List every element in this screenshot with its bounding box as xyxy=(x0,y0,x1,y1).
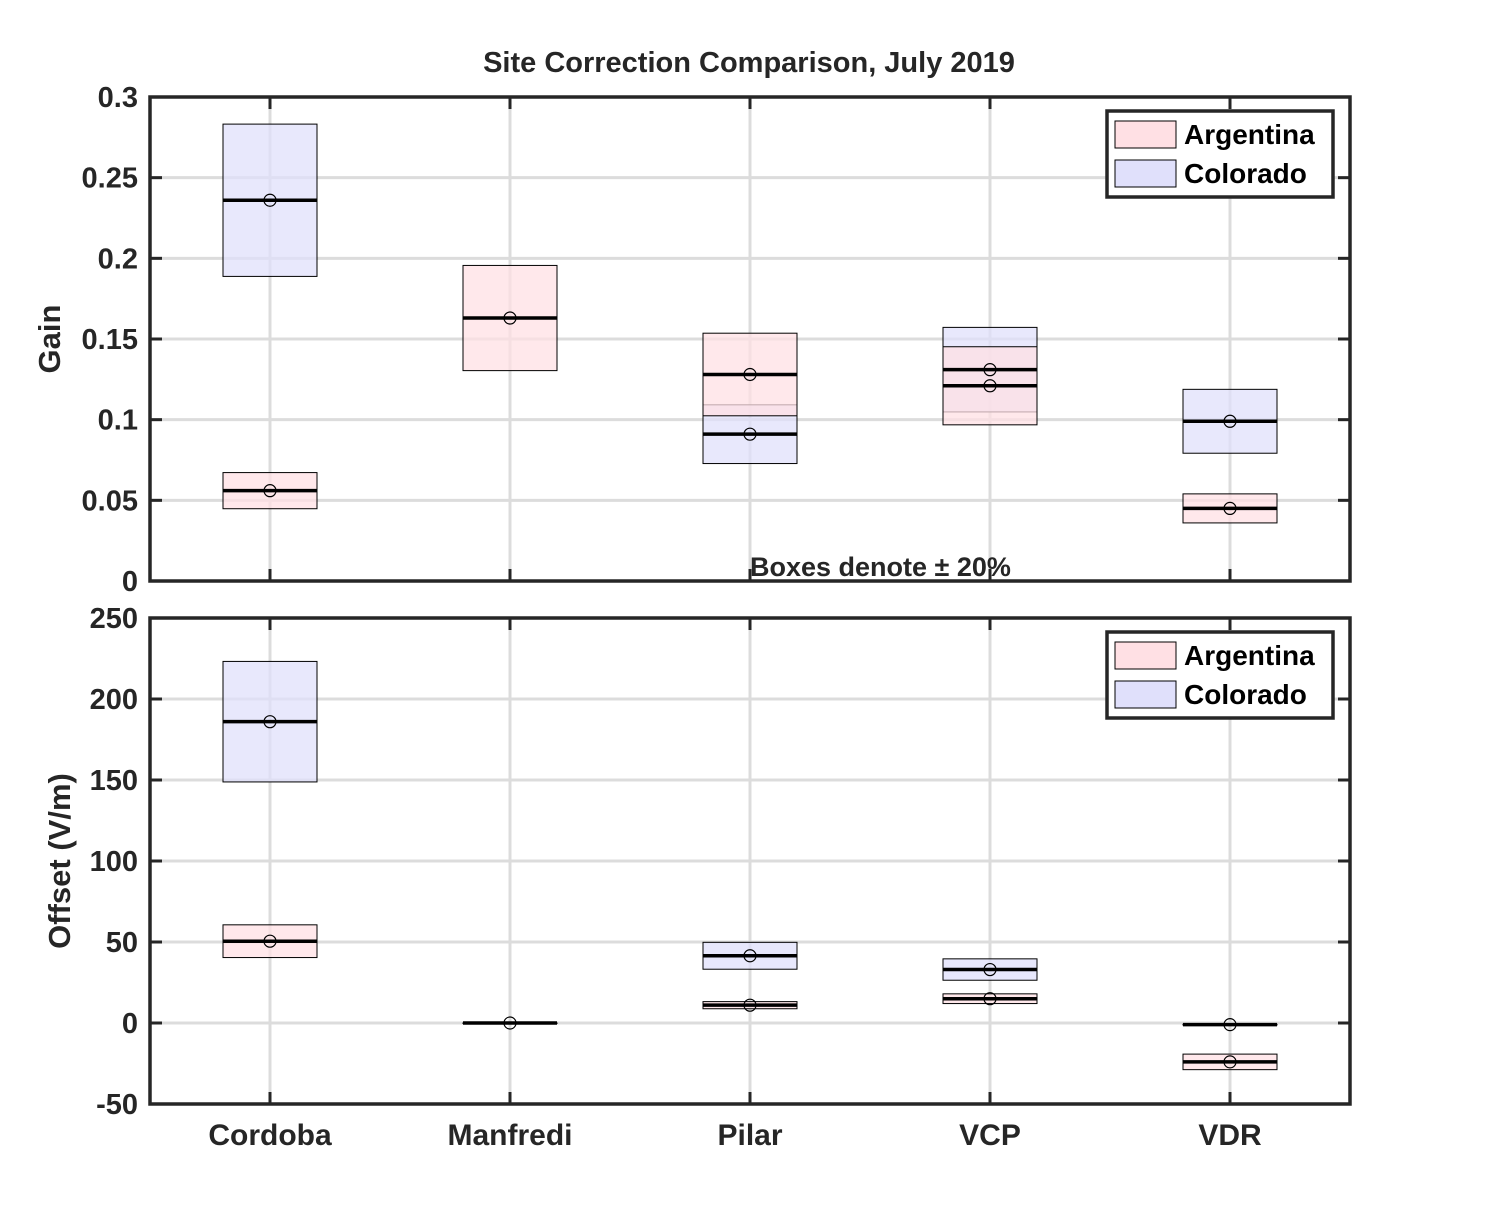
y-tick-label: 0 xyxy=(122,1008,138,1040)
marker-colorado-pilar xyxy=(743,949,757,963)
legend-swatch-colorado xyxy=(1114,159,1177,188)
legend-swatch-argentina xyxy=(1114,120,1177,149)
legend-label-colorado: Colorado xyxy=(1184,679,1307,710)
y-tick-label: 50 xyxy=(106,927,138,959)
y-tick-label: 0.25 xyxy=(82,163,138,195)
marker-argentina-vcp xyxy=(983,379,997,393)
marker-argentina-cordoba xyxy=(263,484,277,498)
marker-argentina-manfredi xyxy=(503,311,517,325)
chart-title: Site Correction Comparison, July 2019 xyxy=(483,47,1015,79)
gain-panel: 0 0.05 0.1 0.15 0.2 0.25 0.3 Gain Argentina Color… xyxy=(32,82,1352,598)
marker-colorado-vcp xyxy=(983,962,997,977)
y-axis-label: Gain xyxy=(32,305,67,374)
marker-argentina-cordoba xyxy=(263,934,277,948)
y-tick-label: 250 xyxy=(90,603,138,635)
marker-argentina-vcp xyxy=(983,992,997,1006)
legend-swatch-argentina xyxy=(1114,641,1177,670)
y-tick-label: 0.2 xyxy=(98,243,138,275)
legend-label-colorado: Colorado xyxy=(1184,158,1307,189)
legend-swatch-colorado xyxy=(1114,680,1177,709)
y-tick-label: 100 xyxy=(90,846,138,878)
y-tick-label: 0.15 xyxy=(82,324,138,356)
y-tick-label: 200 xyxy=(90,684,138,716)
x-tick-label-vcp: VCP xyxy=(959,1119,1021,1152)
y-tick-label: 0.3 xyxy=(98,82,138,114)
marker-colorado-vcp xyxy=(983,363,997,377)
x-tick-label-manfredi: Manfredi xyxy=(447,1119,572,1152)
marker-colorado-vdr xyxy=(1223,1018,1237,1032)
legend-label-argentina: Argentina xyxy=(1184,640,1315,671)
marker-colorado-vdr xyxy=(1223,414,1237,428)
marker-argentina-manfredi xyxy=(503,1016,517,1030)
marker-colorado-cordoba xyxy=(263,193,277,207)
legend-label-argentina: Argentina xyxy=(1184,119,1315,150)
marker-colorado-pilar xyxy=(743,427,757,441)
y-tick-label: 150 xyxy=(90,765,138,797)
marker-argentina-vdr xyxy=(1223,501,1237,515)
offset-panel: -50 0 50 100 150 200 250 Offset (V/m) Argentina C… xyxy=(42,603,1352,1152)
marker-argentina-pilar xyxy=(743,367,757,382)
x-tick-label-pilar: Pilar xyxy=(717,1119,782,1152)
marker-argentina-pilar xyxy=(743,998,757,1012)
y-tick-label: -50 xyxy=(96,1089,138,1121)
y-tick-label: 0.1 xyxy=(98,405,138,437)
marker-colorado-cordoba xyxy=(263,715,277,729)
y-tick-label: 0.05 xyxy=(82,485,138,517)
x-tick-label-vdr: VDR xyxy=(1198,1119,1262,1152)
y-axis-label: Offset (V/m) xyxy=(42,773,77,949)
x-tick-label-cordoba: Cordoba xyxy=(208,1119,332,1152)
box-annotation: Boxes denote ± 20% xyxy=(750,552,1011,582)
marker-argentina-vdr xyxy=(1223,1055,1237,1069)
y-tick-label: 0 xyxy=(122,566,138,598)
